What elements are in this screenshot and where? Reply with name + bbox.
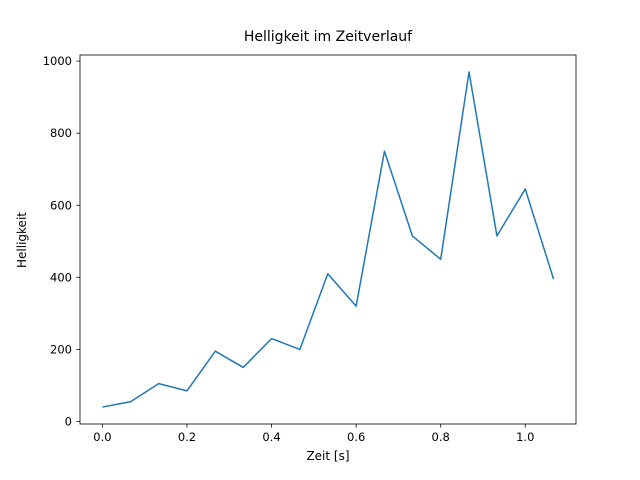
x-tick-label: 0.4	[262, 430, 280, 444]
y-axis-label: Helligkeit	[15, 212, 29, 268]
x-axis-label: Zeit [s]	[306, 449, 349, 463]
data-line	[102, 71, 555, 408]
plot-layer: 0.0 0.2 0.4 0.6 0.8 1.0 0 200 400 600 800 1000	[43, 54, 577, 444]
y-tick-label: 600	[50, 198, 72, 212]
y-tick-label: 800	[50, 126, 72, 140]
x-tick-label: 0.0	[93, 430, 111, 444]
y-tick-label: 400	[50, 270, 72, 284]
y-tick-label: 1000	[43, 54, 72, 68]
chart-title: Helligkeit im Zeitverlauf	[244, 29, 413, 45]
x-tick-label: 0.6	[347, 430, 365, 444]
x-tick-label: 0.2	[178, 430, 196, 444]
axes-border	[79, 54, 577, 425]
x-tick-label: 1.0	[516, 430, 534, 444]
x-tick-label: 0.8	[432, 430, 450, 444]
y-tick-label: 200	[50, 342, 72, 356]
y-tick-label: 0	[65, 414, 72, 428]
